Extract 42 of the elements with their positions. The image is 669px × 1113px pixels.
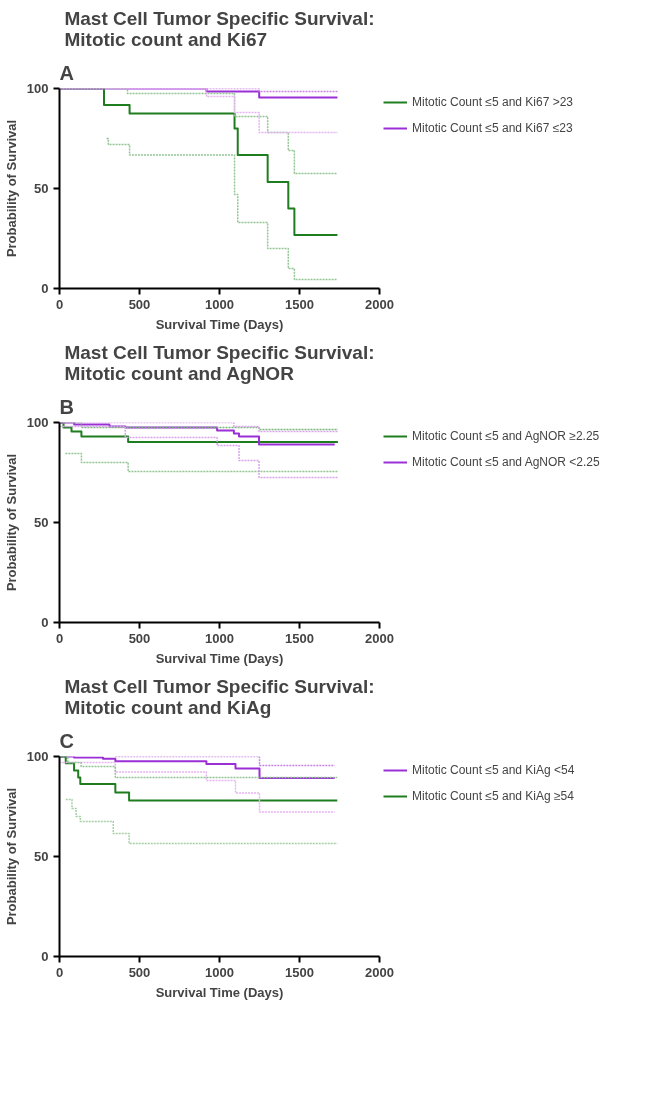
chart-title: Mast Cell Tumor Specific Survival: Mitotic count and Ki67 [64, 7, 375, 50]
chart-title: Mast Cell Tumor Specific Survival: Mitotic count and KiAg [64, 675, 375, 718]
text: C [59, 729, 74, 752]
y-axis-title: Probability of Survival [3, 119, 19, 258]
x-tick-label: 0 [55, 964, 64, 980]
x-tick-label: 2000 [365, 296, 394, 312]
y-tick-label: 100 [26, 81, 49, 96]
y-axis-title: Probability of Survival [3, 453, 19, 592]
legend-label: Mitotic Count ≤5 and KiAg <54 [412, 763, 575, 777]
legend-label: Mitotic Count ≤5 and KiAg ≥54 [412, 789, 574, 803]
x-axis-title: Survival Time (Days) [155, 650, 284, 666]
legend-label: Mitotic Count ≤5 and AgNOR ≥2.25 [412, 429, 600, 443]
y-tick-label: 0 [41, 949, 49, 964]
x-tick-label: 500 [128, 630, 151, 646]
x-tick-label: 1000 [205, 630, 234, 646]
x-tick-label: 2000 [365, 630, 394, 646]
x-axis-title: Survival Time (Days) [155, 984, 284, 1000]
y-tick-label: 50 [34, 515, 49, 530]
x-tick-label: 1500 [285, 964, 314, 980]
x-axis-title: Survival Time (Days) [155, 316, 284, 332]
x-tick-label: 500 [128, 964, 151, 980]
x-tick-label: 1500 [285, 296, 314, 312]
x-tick-label: 1500 [285, 630, 314, 646]
y-tick-label: 50 [34, 849, 49, 864]
text: B [59, 395, 74, 418]
x-tick-label: 1000 [205, 964, 234, 980]
x-tick-label: 1000 [205, 296, 234, 312]
x-tick-label: 2000 [365, 964, 394, 980]
legend-label: Mitotic Count ≤5 and Ki67 ≤23 [412, 121, 573, 135]
x-tick-label: 0 [55, 630, 64, 646]
y-tick-label: 100 [26, 749, 49, 764]
x-tick-label: 500 [128, 296, 151, 312]
chart-title: Mast Cell Tumor Specific Survival: Mitotic count and AgNOR [64, 341, 375, 384]
y-tick-label: 50 [34, 181, 49, 196]
y-tick-label: 100 [26, 415, 49, 430]
y-axis-title: Probability of Survival [3, 787, 19, 926]
legend-label: Mitotic Count ≤5 and Ki67 >23 [412, 95, 574, 109]
y-tick-label: 0 [41, 281, 49, 296]
legend-label: Mitotic Count ≤5 and AgNOR <2.25 [412, 455, 600, 469]
text: A [59, 61, 74, 84]
x-tick-label: 0 [55, 296, 64, 312]
y-tick-label: 0 [41, 615, 49, 630]
